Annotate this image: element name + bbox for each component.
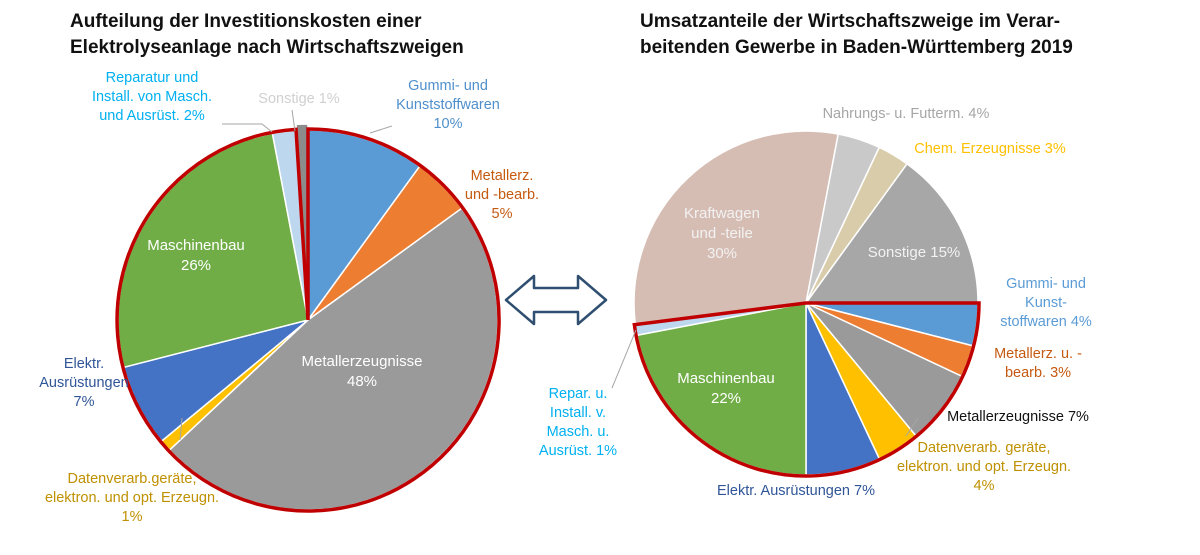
right-pie-slice-7 xyxy=(633,130,840,326)
right-slice-label-8-line-0: Nahrungs- u. Futterm. 4% xyxy=(823,106,990,122)
left-slice-label-6-line-0: Reparatur und xyxy=(106,70,199,86)
left-slice-label-5-line-0: Maschinenbau xyxy=(147,237,245,254)
right-slice-label-5-line-0: Maschinenbau xyxy=(677,370,775,387)
right-slice-label-0-line-0: Gummi- und xyxy=(1006,276,1086,292)
left-chart-title-line-2: Elektrolyseanlage nach Wirtschaftszweige… xyxy=(70,37,464,58)
left-chart-title-line-1: Aufteilung der Investitionskosten einer xyxy=(70,11,422,32)
left-slice-label-2: Metallerzeugnisse 48% xyxy=(302,353,423,390)
right-slice-label-7-line-2: 30% xyxy=(707,245,737,262)
right-slice-label-2: Metallerzeugnisse 7% xyxy=(947,409,1089,425)
left-slice-label-1: Metallerz. und -bearb. 5% xyxy=(465,168,539,222)
right-slice-label-6-line-0: Repar. u. xyxy=(549,386,608,402)
right-slice-label-7: Kraftwagen und -teile 30% xyxy=(684,205,760,262)
right-slice-label-9-line-0: Chem. Erzeugnisse 3% xyxy=(914,141,1066,157)
right-leader-line-0 xyxy=(611,329,637,389)
left-slice-label-2-line-0: Metallerzeugnisse xyxy=(302,353,423,370)
right-slice-label-7-line-1: und -teile xyxy=(691,225,753,242)
right-chart-title-line-1: Umsatzanteile der Wirtschaftszweige im V… xyxy=(640,11,1060,32)
right-slice-label-7-line-0: Kraftwagen xyxy=(684,205,760,222)
left-slice-label-4-line-1: Ausrüstungen xyxy=(39,375,128,391)
right-slice-label-6-line-3: Ausrüst. 1% xyxy=(539,443,617,459)
left-slice-label-6-line-2: und Ausrüst. 2% xyxy=(99,108,205,124)
left-leader-line-3 xyxy=(291,109,296,132)
right-slice-label-1-line-0: Metallerz. u. - xyxy=(994,346,1082,362)
left-slice-label-0-line-0: Gummi- und xyxy=(408,78,488,94)
left-slice-label-7-line-0: Sonstige 1% xyxy=(258,91,340,107)
right-slice-label-0-line-1: Kunst- xyxy=(1025,295,1067,311)
left-slice-label-6-line-1: Install. von Masch. xyxy=(92,89,212,105)
left-slice-label-1-line-1: und -bearb. xyxy=(465,187,539,203)
left-slice-label-5-line-1: 26% xyxy=(181,257,211,274)
left-slice-label-0-line-2: 10% xyxy=(433,116,462,132)
left-pie-chart xyxy=(115,123,501,513)
double-arrow-icon xyxy=(504,274,608,326)
right-slice-label-0: Gummi- und Kunst-stoffwaren 4% xyxy=(1000,276,1092,330)
left-slice-label-7: Sonstige 1% xyxy=(258,91,340,107)
right-slice-label-6: Repar. u. Install. v. Masch. u. Ausrüst. 1% xyxy=(539,386,617,459)
left-highlight-outline xyxy=(115,127,501,513)
left-leader-line-1 xyxy=(179,417,183,441)
left-slice-label-4-line-2: 7% xyxy=(74,394,95,410)
left-slice-label-1-line-0: Metallerz. xyxy=(471,168,534,184)
left-slice-label-3-line-1: elektron. und opt. Erzeugn. xyxy=(45,490,219,506)
left-slice-label-4-line-0: Elektr. xyxy=(64,356,104,372)
right-pie-labels: Gummi- und Kunst-stoffwaren 4% Metallerz. … xyxy=(539,106,1092,499)
right-slice-label-3-line-2: 4% xyxy=(974,478,995,494)
left-slice-label-1-line-2: 5% xyxy=(492,206,513,222)
right-highlight-outline xyxy=(632,301,981,478)
right-slice-label-5-line-1: 22% xyxy=(711,390,741,407)
right-slice-label-6-line-1: Install. v. xyxy=(550,405,606,421)
right-slice-label-3-line-1: elektron. und opt. Erzeugn. xyxy=(897,459,1071,475)
left-slice-label-2-line-1: 48% xyxy=(347,373,377,390)
right-pie-slice-10 xyxy=(804,162,979,304)
right-slice-label-2-line-0: Metallerzeugnisse 7% xyxy=(947,409,1089,425)
left-slice-label-3: Datenverarb.geräte, elektron. und opt. Er… xyxy=(45,471,219,525)
right-slice-label-9: Chem. Erzeugnisse 3% xyxy=(914,141,1066,157)
left-slice-label-0: Gummi- und Kunststoffwaren 10% xyxy=(396,78,500,132)
left-slice-label-4: Elektr. Ausrüstungen 7% xyxy=(39,356,128,410)
right-leader-line-1 xyxy=(905,417,919,437)
right-slice-label-4-line-0: Elektr. Ausrüstungen 7% xyxy=(717,483,875,499)
left-slice-label-0-line-1: Kunststoffwaren xyxy=(396,97,500,113)
right-slice-label-4: Elektr. Ausrüstungen 7% xyxy=(717,483,875,499)
right-slice-label-10: Sonstige 15% xyxy=(868,244,961,261)
right-slice-label-1: Metallerz. u. - bearb. 3% xyxy=(994,346,1082,381)
right-slice-label-3-line-0: Datenverarb. geräte, xyxy=(918,440,1051,456)
right-slice-label-5: Maschinenbau 22% xyxy=(677,370,775,407)
left-slice-label-5: Maschinenbau 26% xyxy=(147,237,245,274)
left-pie-labels: Gummi- und Kunststoffwaren 10% Metallerz. un… xyxy=(39,70,539,525)
right-slice-label-3: Datenverarb. geräte, elektron. und opt. E… xyxy=(897,440,1071,494)
right-slice-label-10-line-0: Sonstige 15% xyxy=(868,244,961,261)
right-pie-chart xyxy=(632,130,981,478)
left-leader-line-0 xyxy=(369,125,393,134)
right-chart-title-line-2: beitenden Gewerbe in Baden-Württemberg 2… xyxy=(640,37,1073,58)
right-slice-label-6-line-2: Masch. u. xyxy=(547,424,610,440)
right-slice-label-8: Nahrungs- u. Futterm. 4% xyxy=(823,106,990,122)
left-leader-line-2 xyxy=(222,123,273,133)
left-slice-label-3-line-2: 1% xyxy=(122,509,143,525)
right-slice-label-1-line-1: bearb. 3% xyxy=(1005,365,1071,381)
left-slice-label-6: Reparatur und Install. von Masch. und Ausr… xyxy=(92,70,212,124)
right-slice-label-0-line-2: stoffwaren 4% xyxy=(1000,314,1092,330)
left-slice-label-3-line-0: Datenverarb.geräte, xyxy=(68,471,197,487)
